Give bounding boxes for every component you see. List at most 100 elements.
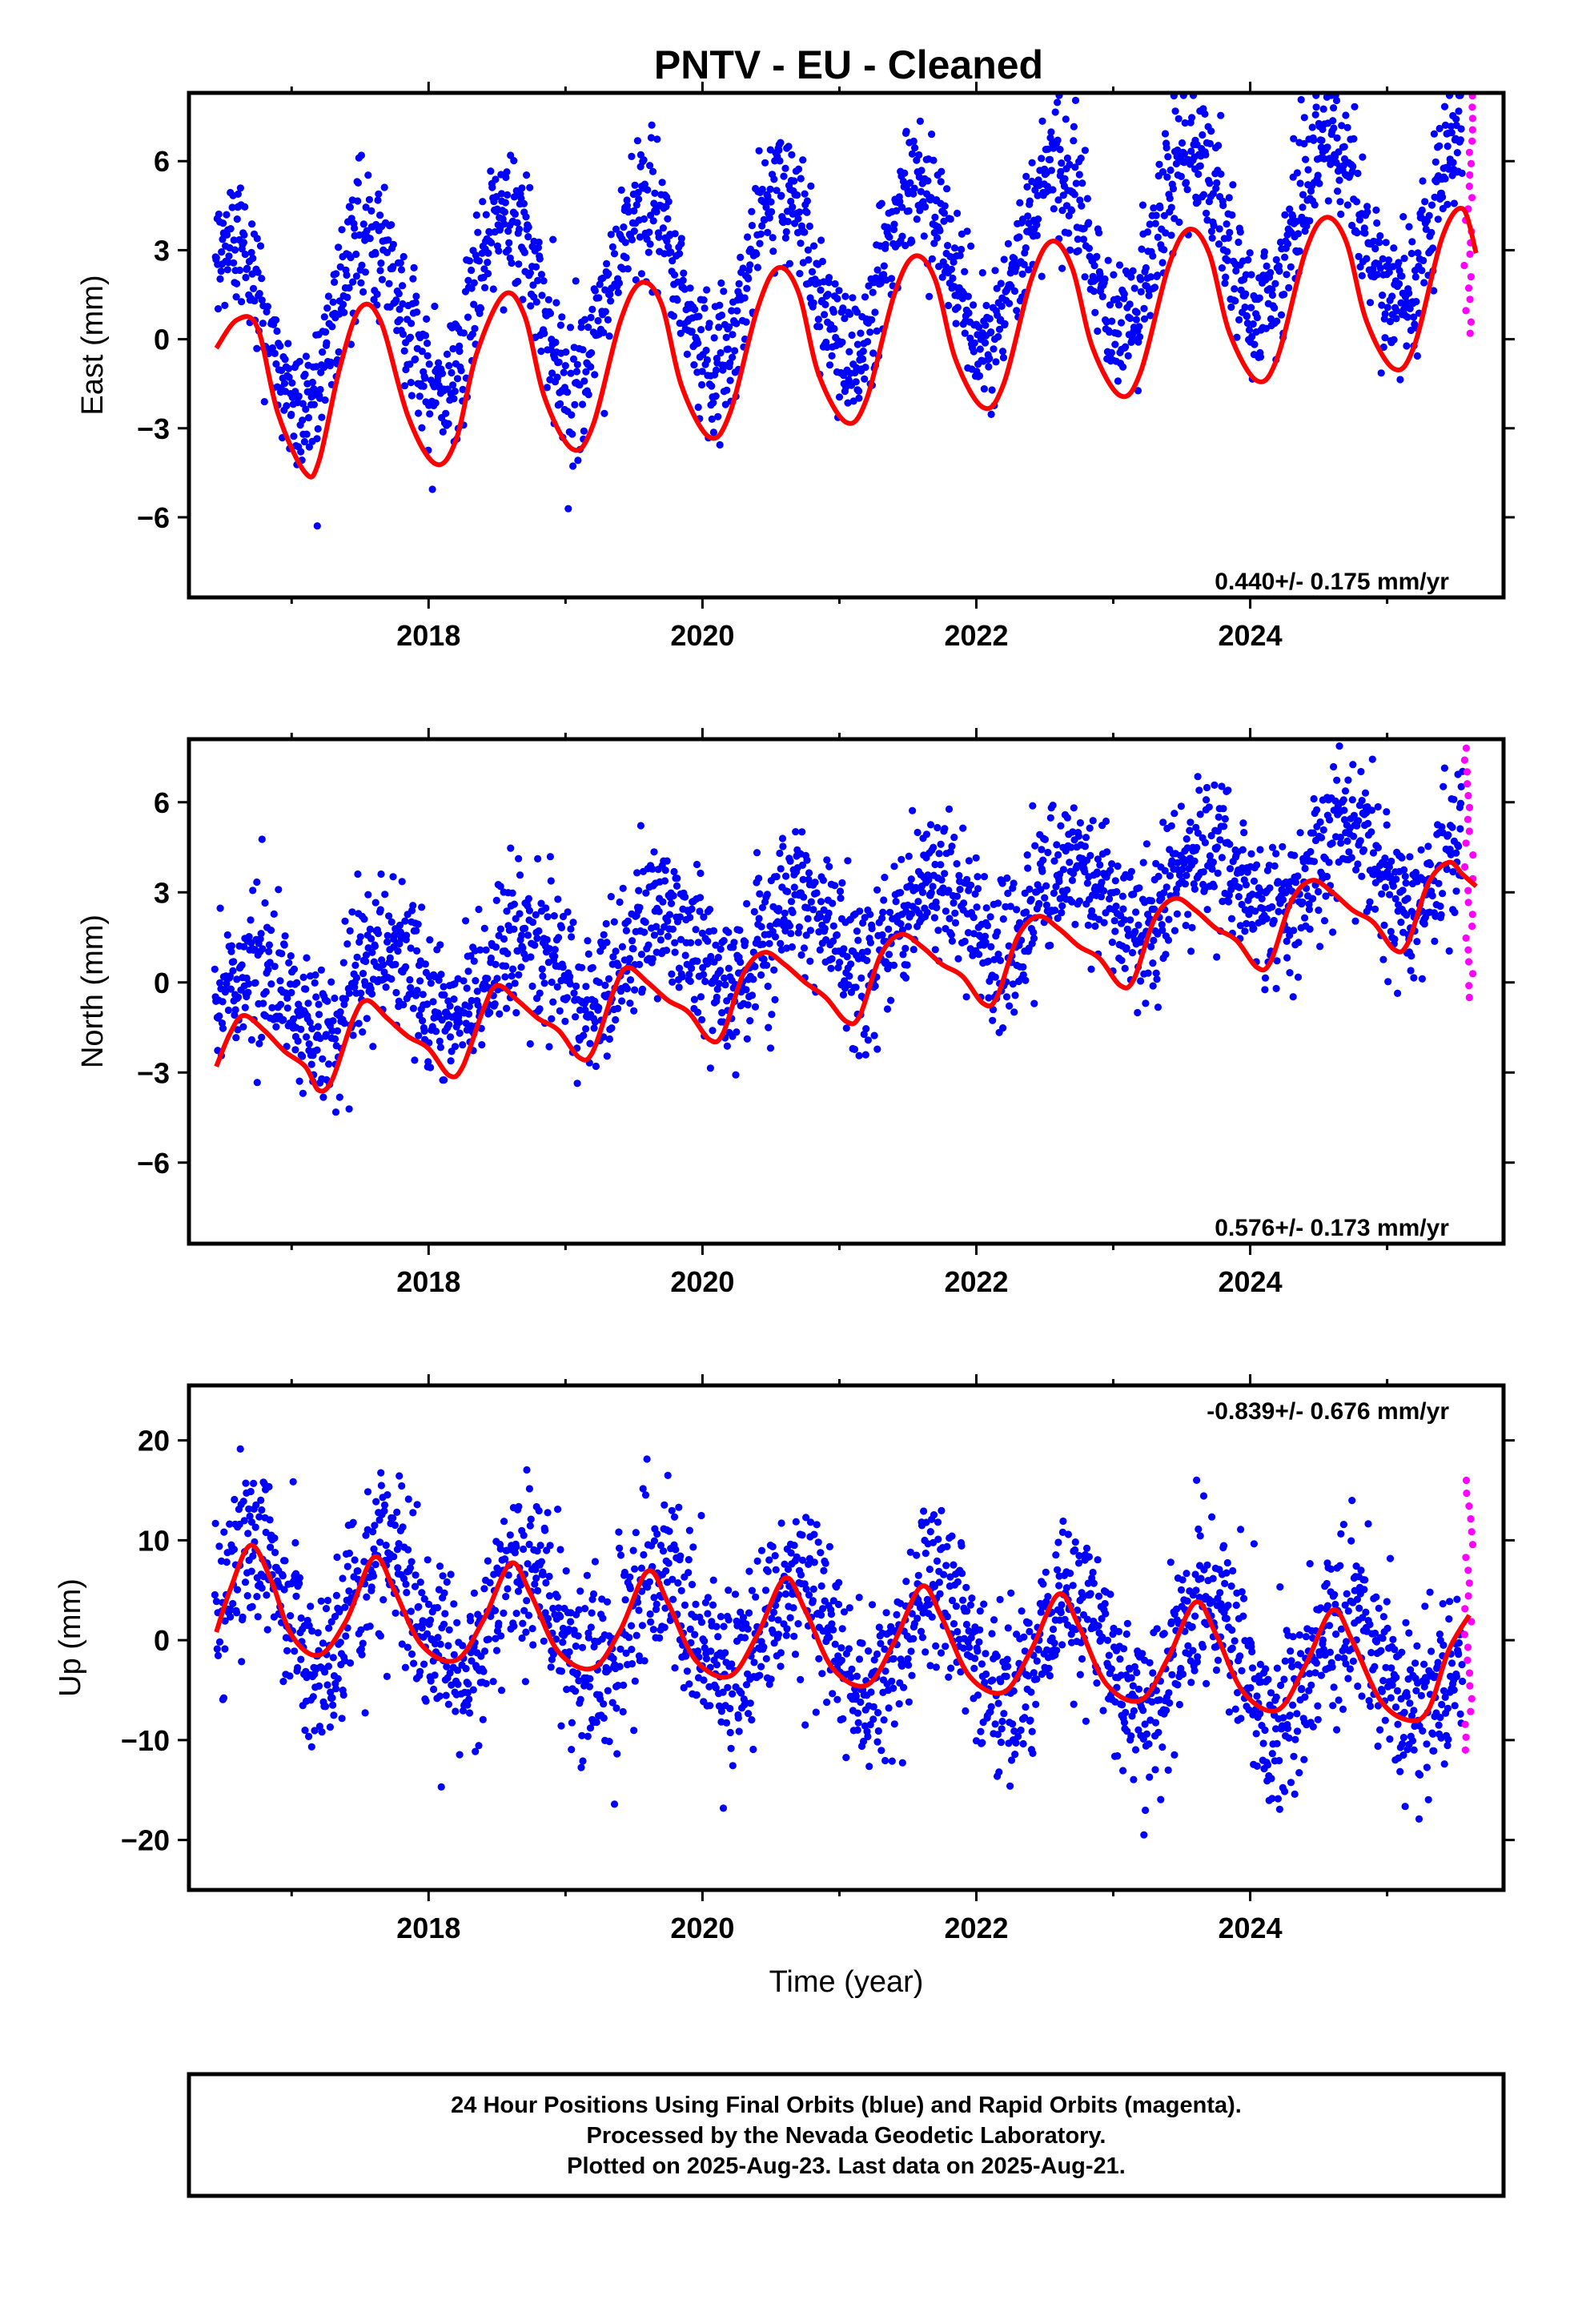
up-final-point: [416, 1667, 424, 1675]
east-final-point: [351, 224, 359, 232]
north-final-point: [914, 898, 922, 906]
north-final-point: [315, 1011, 323, 1019]
east-rapid-point: [1468, 103, 1476, 111]
north-final-point: [1019, 963, 1027, 971]
east-final-point: [1243, 312, 1251, 320]
north-final-point: [359, 1028, 367, 1036]
north-final-point: [1153, 975, 1161, 983]
up-final-point: [332, 1591, 340, 1599]
east-final-point: [1323, 143, 1331, 151]
north-final-point: [704, 937, 712, 945]
north-final-point: [725, 964, 733, 972]
east-final-point: [295, 392, 303, 400]
east-final-point: [321, 396, 329, 404]
east-final-point: [399, 300, 407, 308]
north-final-point: [951, 909, 959, 917]
up-final-point: [342, 1632, 350, 1640]
east-final-point: [859, 348, 867, 356]
up-final-point: [437, 1783, 445, 1791]
north-final-point: [525, 907, 534, 915]
north-final-point: [807, 898, 815, 906]
north-final-point: [880, 896, 888, 904]
east-final-point: [432, 399, 440, 407]
east-final-point: [272, 316, 280, 324]
north-rapid-point: [1464, 815, 1472, 823]
east-final-point: [399, 330, 408, 338]
north-final-point: [765, 1023, 773, 1031]
up-final-point: [521, 1678, 530, 1686]
north-final-point: [528, 982, 536, 991]
east-final-point: [518, 184, 526, 192]
east-final-point: [652, 207, 661, 216]
east-final-point: [712, 392, 720, 400]
north-final-point: [883, 1005, 892, 1013]
north-final-point: [1445, 947, 1453, 955]
north-final-point: [623, 985, 632, 993]
north-y-tick-label: 6: [154, 786, 170, 819]
east-final-point: [781, 234, 790, 242]
north-final-point: [1241, 927, 1249, 935]
east-final-point: [1054, 136, 1062, 144]
east-final-point: [917, 187, 925, 195]
north-final-point: [1402, 879, 1410, 887]
east-final-point: [924, 177, 932, 185]
east-final-point: [1094, 327, 1102, 336]
east-final-point: [1403, 313, 1411, 321]
east-final-point: [612, 225, 620, 233]
north-final-point: [811, 879, 819, 887]
north-final-point: [1121, 964, 1129, 972]
up-final-point: [247, 1567, 255, 1575]
north-final-point: [1221, 814, 1229, 823]
east-final-point: [849, 397, 857, 405]
north-final-point: [1410, 974, 1418, 982]
east-final-point: [1299, 203, 1307, 211]
north-final-point: [436, 1043, 445, 1051]
north-final-point: [540, 979, 548, 987]
north-final-point: [962, 993, 970, 1001]
east-final-point: [628, 152, 636, 160]
east-final-point: [608, 243, 617, 251]
east-final-point: [594, 316, 602, 325]
east-final-point: [993, 284, 1001, 292]
up-final-point: [369, 1528, 377, 1536]
east-final-point: [280, 380, 289, 388]
north-final-point: [1315, 887, 1323, 896]
east-final-point: [1408, 238, 1416, 246]
north-final-point: [336, 1008, 344, 1016]
east-final-point: [1138, 201, 1147, 209]
east-final-point: [632, 275, 640, 284]
east-final-point: [992, 358, 1000, 366]
east-final-point: [1366, 299, 1375, 307]
east-final-point: [510, 157, 518, 165]
north-final-point: [1002, 993, 1011, 1001]
north-final-point: [325, 1060, 333, 1068]
up-final-point: [445, 1626, 453, 1634]
east-final-point: [636, 233, 644, 241]
north-final-point: [377, 870, 385, 879]
north-final-point: [641, 918, 649, 927]
east-final-point: [549, 235, 557, 243]
north-final-point: [409, 1004, 417, 1012]
north-final-point: [690, 995, 699, 1003]
up-final-point: [215, 1542, 223, 1550]
east-final-point: [1187, 147, 1195, 155]
east-rapid-point: [1464, 284, 1473, 292]
east-final-point: [1350, 135, 1358, 143]
east-final-point: [700, 296, 708, 304]
north-final-point: [603, 1052, 611, 1060]
north-final-point: [983, 922, 992, 930]
east-final-point: [566, 324, 575, 332]
east-final-point: [645, 228, 653, 236]
east-final-point: [677, 329, 685, 337]
east-final-point: [354, 179, 362, 187]
up-final-point: [339, 1691, 347, 1699]
north-final-point: [563, 994, 572, 1002]
east-final-point: [212, 254, 220, 262]
east-final-point: [1379, 292, 1387, 300]
up-final-point: [454, 1680, 462, 1688]
east-final-point: [797, 239, 805, 247]
east-final-point: [376, 267, 384, 275]
east-final-point: [384, 236, 392, 244]
east-final-point: [1251, 340, 1259, 348]
north-final-point: [331, 1035, 339, 1043]
